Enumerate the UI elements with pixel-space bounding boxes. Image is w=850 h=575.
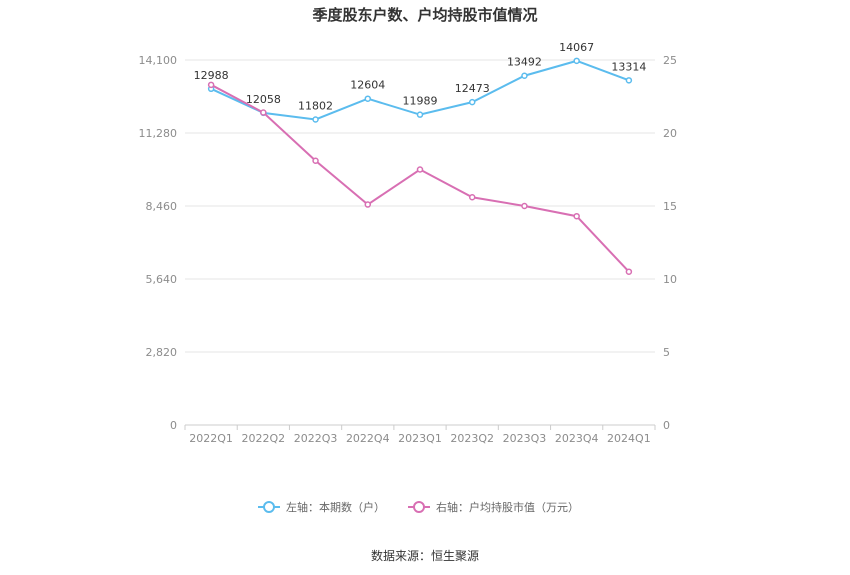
legend-label: 右轴：户均持股市值（万元） [436,500,579,514]
x-tick-label: 2022Q1 [189,432,233,445]
x-tick-label: 2023Q2 [450,432,494,445]
chart-title: 季度股东户数、户均持股市值情况 [312,6,537,24]
y-right-tick-label: 20 [663,127,677,140]
y-left-tick-label: 2,820 [146,346,178,359]
right-series-point [364,201,372,208]
grid [185,59,655,426]
data-label: 12988 [194,69,229,82]
data-label: 13314 [611,60,646,73]
data-label: 12473 [455,82,490,95]
right-series-point [260,109,267,116]
x-tick-label: 2023Q4 [555,432,599,445]
y-right-tick-label: 0 [663,419,670,432]
y-left-tick-label: 8,460 [146,200,178,213]
right-series-point [468,193,476,201]
legend[interactable]: 左轴：本期数（户） 右轴：户均持股市值（万元） [258,500,579,514]
x-tick-label: 2023Q3 [503,432,547,445]
x-tick-label: 2022Q3 [294,432,338,445]
data-label: 14067 [559,41,594,54]
source-text: 数据来源：恒生聚源 [371,548,479,563]
x-tick-label: 2024Q1 [607,432,651,445]
right-series-point [625,268,633,275]
y-left-tick-label: 14,100 [139,54,178,67]
y-right-tick-label: 25 [663,54,677,67]
y-left-tick-label: 0 [170,419,177,432]
left-series-point [468,98,476,106]
left-series-point [312,116,319,123]
left-series-line [210,59,630,121]
legend-item-right[interactable]: 右轴：户均持股市值（万元） [408,500,579,514]
x-tick-label: 2023Q1 [398,432,442,445]
y-right-tick-label: 10 [663,273,677,286]
legend-marker [413,501,425,513]
axes: 0 2,820 5,640 8,460 11,280 14,100 0 5 10 15 20 25 20… [139,54,678,445]
left-series-point [625,77,633,84]
x-tick-label: 2022Q4 [346,432,390,445]
left-series-point [416,111,424,118]
left-series-point [573,57,580,65]
y-right-tick-label: 15 [663,200,677,213]
left-series-point [521,72,528,79]
right-series-point [312,157,319,164]
data-label: 11989 [403,95,438,108]
legend-item-left[interactable]: 左轴：本期数（户） [258,500,385,514]
right-series-point [207,81,215,89]
left-series-point [364,95,372,102]
y-left-tick-label: 5,640 [146,273,178,286]
data-label: 11802 [298,99,333,112]
data-label: 13492 [507,56,542,69]
right-series-point [521,202,528,210]
y-left-tick-label: 11,280 [139,127,178,140]
y-right-tick-label: 5 [663,346,670,359]
legend-label: 左轴：本期数（户） [286,500,385,514]
legend-marker [263,501,275,513]
right-series-point [573,212,580,220]
data-label: 12604 [350,79,385,92]
series-layer: 12988 12058 11802 12604 11989 12473 13492 14067… [194,41,646,275]
x-tick-label: 2022Q2 [242,432,286,445]
right-series-point [416,166,424,173]
data-label: 12058 [246,93,281,106]
